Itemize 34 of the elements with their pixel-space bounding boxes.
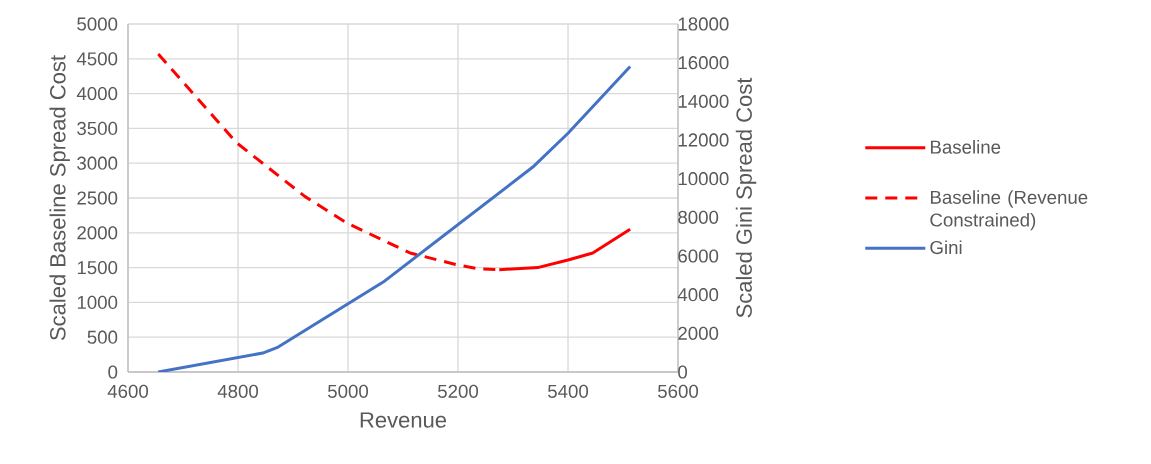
- x-tick-label: 5400: [548, 384, 589, 398]
- y-tick-label: 3500: [77, 121, 118, 136]
- legend-label: Gini: [930, 240, 962, 255]
- y-axis-title: Scaled Baseline Spread Cost: [49, 55, 70, 341]
- y2-tick-label: 0: [678, 365, 688, 379]
- y-tick-label: 2500: [77, 191, 118, 205]
- y-tick-label: 2000: [77, 226, 118, 240]
- y-tick-label: 4000: [76, 86, 118, 101]
- y2-tick-label: 18000: [678, 17, 729, 31]
- y2-tick-label: 12000: [678, 133, 729, 147]
- y2-tick-label: 8000: [678, 210, 719, 224]
- x-tick-label: 5600: [658, 384, 699, 398]
- y2-tick-label: 4000: [677, 288, 719, 302]
- y-tick-label: 500: [87, 330, 118, 344]
- x-tick-label: 4800: [217, 384, 259, 398]
- y-tick-label: 1000: [77, 295, 118, 310]
- y2-tick-label: 14000: [678, 94, 729, 108]
- y2-tick-label: 10000: [678, 172, 729, 186]
- x-tick-label: 4600: [107, 384, 149, 398]
- y2-axis-title: Scaled Gini Spread Cost: [735, 77, 757, 318]
- y-tick-label: 0: [108, 365, 118, 379]
- x-tick-label: 5200: [438, 384, 479, 398]
- y2-tick-label: 16000: [678, 56, 729, 70]
- y2-tick-label: 6000: [678, 249, 719, 263]
- legend-label: Baseline (Revenue Constrained): [930, 190, 1088, 231]
- y-tick-label: 5000: [77, 17, 118, 31]
- y-tick-label: 3000: [77, 156, 118, 170]
- y-tick-label: 1500: [77, 260, 118, 275]
- y2-tick-label: 2000: [678, 326, 719, 340]
- line-series: [156, 65, 632, 372]
- y-tick-label: 4500: [76, 52, 118, 66]
- x-axis-title: Revenue: [360, 412, 447, 428]
- x-tick-label: 5000: [328, 384, 369, 398]
- legend-label: Baseline: [930, 140, 1001, 154]
